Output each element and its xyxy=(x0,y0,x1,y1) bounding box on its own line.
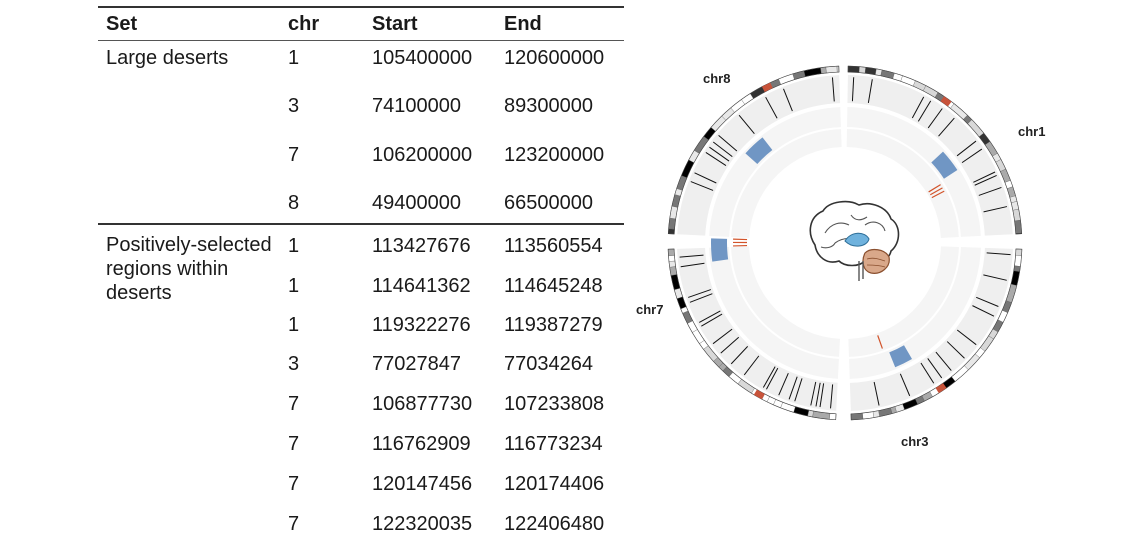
ideogram-band xyxy=(668,229,674,234)
cell-end: 114645248 xyxy=(504,275,603,297)
desert-table: Set chr Start End Large deserts 1 105400… xyxy=(98,6,624,545)
group-large-deserts: Large deserts 1 105400000 120600000 3 74… xyxy=(98,41,624,225)
header-set: Set xyxy=(106,13,137,35)
ideogram-band xyxy=(1016,249,1022,256)
ideogram-band xyxy=(851,413,863,420)
ideogram-band xyxy=(829,413,836,419)
group-positively-selected: Positively-selected regions within deser… xyxy=(98,225,624,545)
inner-track-segment xyxy=(731,246,840,356)
cell-chr: 1 xyxy=(288,235,299,257)
table-header: Set chr Start End xyxy=(98,8,624,41)
label-chr8: chr8 xyxy=(703,71,730,86)
ideogram-band xyxy=(859,67,866,74)
cell-chr: 7 xyxy=(288,513,299,535)
header-end: End xyxy=(504,13,542,35)
cell-start: 119322276 xyxy=(372,314,471,336)
cell-chr: 1 xyxy=(288,275,299,297)
cell-chr: 1 xyxy=(288,314,299,336)
cell-start: 120147456 xyxy=(372,473,472,495)
group-label: Positively-selected regions within deser… xyxy=(106,233,276,305)
cell-end: 120600000 xyxy=(504,47,604,69)
ideogram-band xyxy=(903,399,918,410)
cell-start: 114641362 xyxy=(372,275,471,297)
cell-end: 122406480 xyxy=(504,513,604,535)
header-chr: chr xyxy=(288,13,319,35)
cell-chr: 3 xyxy=(288,353,299,375)
ideogram-band xyxy=(821,67,827,74)
desert-block xyxy=(711,238,728,261)
cell-end: 89300000 xyxy=(504,95,593,117)
ideogram-band xyxy=(668,249,674,256)
cell-start: 49400000 xyxy=(372,192,461,214)
brain-icon xyxy=(810,202,898,281)
cell-end: 116773234 xyxy=(504,433,603,455)
cell-start: 113427676 xyxy=(372,235,471,257)
cell-start: 106877730 xyxy=(372,393,472,415)
cell-start: 122320035 xyxy=(372,513,472,535)
cell-start: 77027847 xyxy=(372,353,461,375)
cell-start: 106200000 xyxy=(372,144,472,166)
cell-chr: 7 xyxy=(288,433,299,455)
circos-plot: chr8 chr1 chr7 chr3 xyxy=(630,40,1060,470)
circos-svg: chr8 chr1 chr7 chr3 xyxy=(630,40,1060,470)
cell-end: 120174406 xyxy=(504,473,604,495)
cell-chr: 3 xyxy=(288,95,299,117)
cell-chr: 7 xyxy=(288,473,299,495)
cell-end: 107233808 xyxy=(504,393,604,415)
ideogram-band xyxy=(779,74,795,85)
cell-chr: 7 xyxy=(288,144,299,166)
cell-start: 116762909 xyxy=(372,433,471,455)
cell-start: 74100000 xyxy=(372,95,461,117)
header-start: Start xyxy=(372,13,418,35)
cell-chr: 1 xyxy=(288,47,299,69)
label-chr7: chr7 xyxy=(636,302,663,317)
cell-end: 77034264 xyxy=(504,353,593,375)
cell-end: 123200000 xyxy=(504,144,604,166)
ideogram-band xyxy=(848,66,860,73)
cell-end: 66500000 xyxy=(504,192,593,214)
ideogram-band xyxy=(669,261,676,267)
ideogram-band xyxy=(677,175,687,190)
cell-end: 119387279 xyxy=(504,314,603,336)
label-chr1: chr1 xyxy=(1018,124,1045,139)
label-chr3: chr3 xyxy=(901,434,928,449)
ideogram-band xyxy=(901,76,916,86)
group-label: Large deserts xyxy=(106,46,276,70)
cell-start: 105400000 xyxy=(372,47,472,69)
cell-chr: 8 xyxy=(288,192,299,214)
cell-chr: 7 xyxy=(288,393,299,415)
ideogram-band xyxy=(668,255,674,261)
ideogram-band xyxy=(1006,284,1017,303)
cell-end: 113560554 xyxy=(504,235,603,257)
